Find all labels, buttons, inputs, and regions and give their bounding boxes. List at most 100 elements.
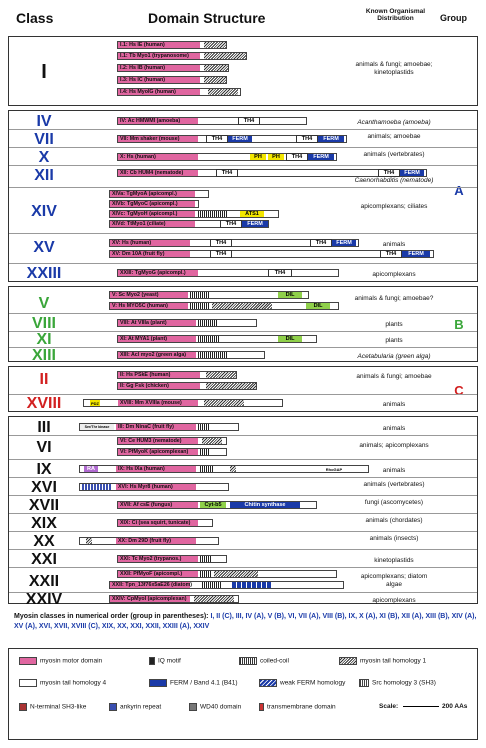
distribution: fungi (ascomycetes) <box>364 499 424 506</box>
distribution: animals <box>382 401 406 408</box>
myosin-bar: XXII: Tpn_13f76x5aE26 (diatom) <box>109 581 344 589</box>
class-label: XIV <box>31 203 57 220</box>
class-label: V <box>38 295 50 312</box>
class-label: XI <box>36 331 52 348</box>
myosin-bar: VIII: At VIIIa (plant) <box>117 319 257 327</box>
distribution: animals <box>382 467 406 474</box>
myosin-bar: XX: Dm 29D (fruit fly) <box>79 537 219 545</box>
distribution: animals <box>382 425 406 432</box>
myosin-bar: I.3: Hs IC (human) <box>117 76 227 84</box>
myosin-bar: XIVa: TgMyoA (apicompl.) <box>109 190 209 198</box>
myosin-bar: XV: Dm 10A (fruit fly) TH4 TH4 FERM <box>109 250 434 258</box>
class-label: IX <box>36 461 52 478</box>
group-label: A <box>454 183 464 198</box>
class-label: XII <box>34 167 54 184</box>
myosin-bar: XIVd: TtMyo1 (ciliate) TH4 FERM <box>109 220 269 228</box>
legend-wd40: WD40 domain <box>189 703 241 711</box>
class-label: III <box>37 419 51 436</box>
group-label: C <box>454 383 464 398</box>
distribution: animals (chordates) <box>365 517 423 524</box>
dist-header: Known Organismal Distribution <box>365 8 426 22</box>
legend-th4: myosin tail homology 4 <box>19 679 106 687</box>
distribution: animals (vertebrates) <box>363 481 425 488</box>
myosin-bar: X: Hs (human) PH PH TH4 FERM <box>117 153 337 161</box>
myosin-bar: V: Hs MYO5C (human) DIL <box>109 302 339 310</box>
distribution: animals; amoebae <box>367 133 421 140</box>
myosin-bar: Ser/Thr kinase III: Dm NinaC (fruit fly) <box>79 423 239 431</box>
myosin-bar: I.1: Tb Myo1 (trypanosome) <box>117 52 247 60</box>
class-label: I <box>41 61 47 83</box>
class-label: XVI <box>31 479 57 496</box>
legend-scale: Scale: 200 AAs <box>379 703 468 710</box>
myosin-bar: V: Sc Myo2 (yeast) DIL <box>109 291 309 299</box>
myosin-bar: I.2: Hs IB (human) <box>117 64 229 72</box>
myosin-bar: XIVc: TgMyoH (apicompl.) ATS1 <box>109 210 279 218</box>
distribution: apicomplexans; diatom algae <box>360 573 428 588</box>
group-c-section: C II II: Hs PSkE (human) II: Gg Fsk (chi… <box>8 366 478 412</box>
myosin-bar: VI: Ce HUM3 (nematode) <box>117 437 227 445</box>
class-label: XXII <box>28 573 60 590</box>
legend-weak-ferm: weak FERM homology <box>259 679 345 687</box>
distribution: animals & fungi; amoebae <box>356 373 432 380</box>
legend-iq: IQ motif <box>149 657 181 665</box>
class-label: XXI <box>31 551 57 568</box>
distribution: plants <box>385 321 403 328</box>
myosin-bar: XIVb: TgMyoC (apicompl.) <box>109 200 199 208</box>
class-label: XX <box>33 533 55 550</box>
group-header: Group <box>440 13 467 23</box>
class-header: Class <box>16 10 54 26</box>
myosin-bar: XXII: PfMyoF (apicompl.) <box>117 570 337 578</box>
class-summary: Myosin classes in numerical order (group… <box>14 612 484 632</box>
class-i-section: I I.1: Hs IE (human) I.1: Tb Myo1 (trypa… <box>8 36 478 106</box>
legend-nsh3: N-terminal SH3-like <box>19 703 86 711</box>
class-label: XIX <box>31 515 57 532</box>
distribution: apicomplexans <box>372 271 416 278</box>
myosin-bar: XIX: Ci (sea squirt, tunicate) <box>117 519 213 527</box>
distribution: Acetabularia (green alga) <box>357 353 431 360</box>
legend-ankyrin: ankyrin repeat <box>109 703 161 711</box>
distribution: animals (insects) <box>369 535 419 542</box>
legend: myosin motor domain IQ motif coiled-coil… <box>8 648 478 740</box>
distribution: animals; apicomplexans <box>359 442 429 449</box>
class-label: XIII <box>31 347 56 364</box>
summary-intro: Myosin classes in numerical order (group… <box>14 613 209 620</box>
class-label: XXIII <box>26 265 62 282</box>
table-header: Class Domain Structure Known Organismal … <box>8 8 478 34</box>
myosin-bar: II: Hs PSkE (human) <box>117 371 237 379</box>
legend-th1: myosin tail homology 1 <box>339 657 426 665</box>
domain-header: Domain Structure <box>148 10 266 26</box>
class-label: II <box>39 371 49 388</box>
myosin-bar: VI: PfMyoK (apicomplexan) <box>117 448 227 456</box>
class-label: XVIII <box>26 395 62 412</box>
legend-coil: coiled-coil <box>239 657 289 665</box>
distribution: plants <box>385 337 403 344</box>
myosin-bar: XV: Hs (human) TH4 TH4 FERM <box>109 239 359 247</box>
distribution: Acanthamoeba (amoeba) <box>357 119 431 126</box>
legend-ferm: FERM / Band 4.1 (B41) <box>149 679 238 687</box>
distribution: animals <box>382 241 406 248</box>
class-label: XVII <box>28 497 60 514</box>
myosin-bar: I.1: Hs IE (human) <box>117 41 227 49</box>
myosin-bar: XVI: Hs Myr8 (human) <box>79 483 229 491</box>
distribution: animals (vertebrates) <box>363 151 425 158</box>
distribution: Caenorhabditis (nematode) <box>354 177 434 184</box>
class-label: VI <box>36 439 52 456</box>
group-a-section: A IV IV: Ac HMWMI (amoeba) TH4 Acanthamoe… <box>8 110 478 282</box>
distribution: animals & fungi; amoebae; kinetoplastids <box>355 61 433 76</box>
class-label: XXIV <box>25 591 63 608</box>
distribution: kinetoplastids <box>374 557 414 564</box>
myosin-bar: RA IX: Hs IXa (human) RhoGAP <box>79 465 369 473</box>
myosin-bar: XXI: Tc Myo2 (trypanos.) <box>117 555 227 563</box>
class-label: IV <box>36 113 52 130</box>
group-label: B <box>454 317 464 332</box>
myosin-bar: XXIV: CpMyoI (apicomplexan) <box>109 595 239 603</box>
myosin-bar: XVII: Af csE (fungus) Cyt-b5 Chitin syntha… <box>117 501 317 509</box>
myosin-bar: XIII: Acl myo2 (green alga) <box>117 351 265 359</box>
legend-tm: transmembrane domain <box>259 703 336 711</box>
myosin-bar: I.4: Hs MyoIG (human) <box>117 88 241 96</box>
class-label: VIII <box>31 315 56 332</box>
class-label: XV <box>33 239 55 256</box>
distribution: apicomplexans; ciliates <box>360 203 428 210</box>
myosin-bar: II: Gg Fsk (chicken) <box>117 382 257 390</box>
class-label: VII <box>34 131 54 148</box>
